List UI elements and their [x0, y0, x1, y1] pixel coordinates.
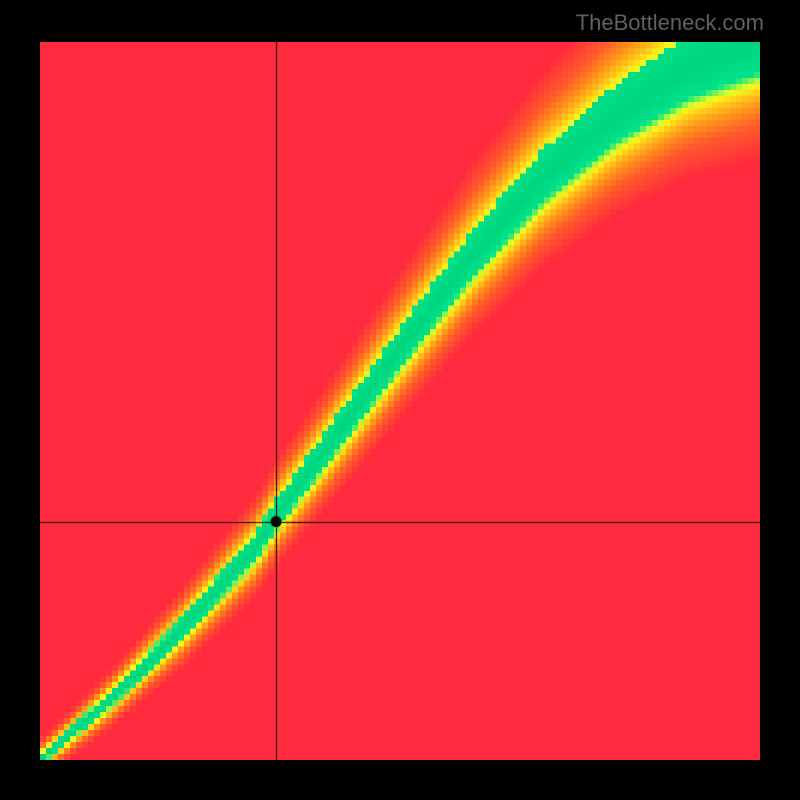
watermark-text: TheBottleneck.com: [576, 10, 764, 36]
chart-container: TheBottleneck.com: [0, 0, 800, 800]
crosshair-overlay: [40, 42, 760, 760]
